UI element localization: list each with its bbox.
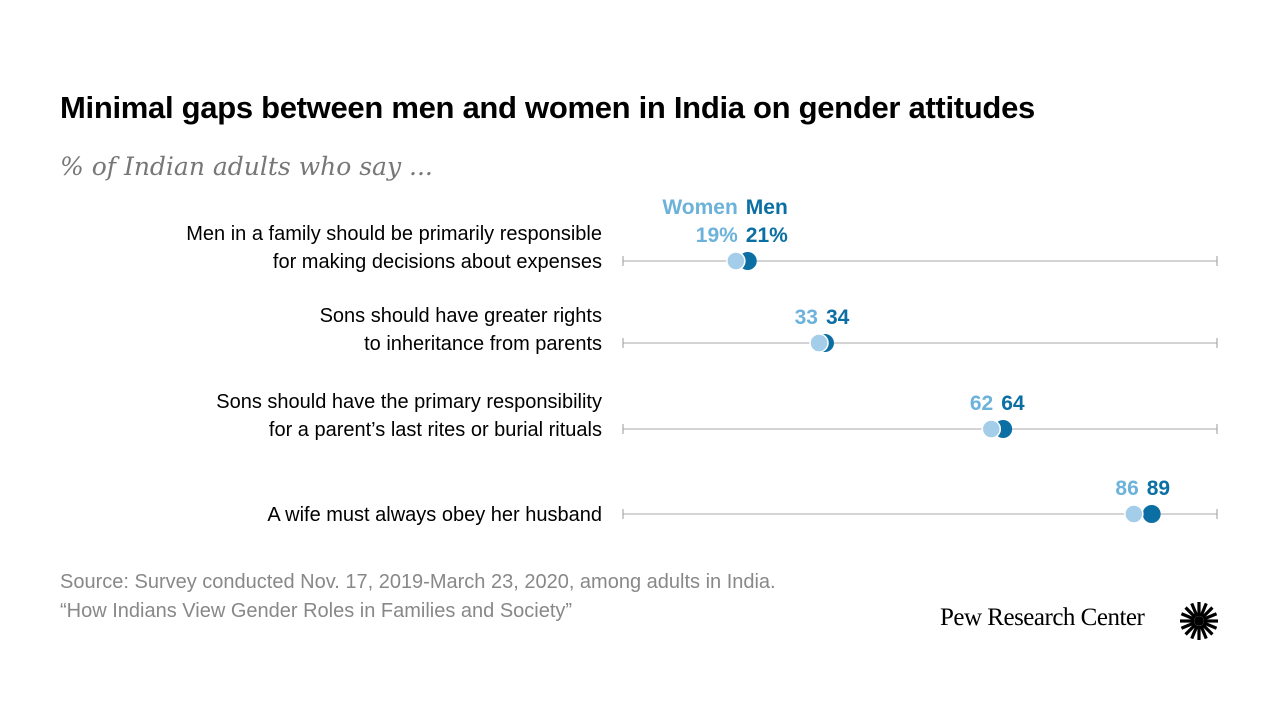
men-dot — [1142, 505, 1161, 523]
legend-women: Women — [662, 196, 737, 219]
women-value-label: 86 — [1115, 477, 1138, 500]
source-line: Source: Survey conducted Nov. 17, 2019-M… — [60, 571, 776, 593]
category-label: for making decisions about expenses — [273, 251, 602, 273]
logo-sunburst-icon — [1184, 606, 1197, 619]
chart-title: Minimal gaps between men and women in In… — [60, 90, 1035, 125]
category-label: to inheritance from parents — [364, 333, 602, 355]
women-dot — [809, 333, 829, 353]
pew-logo: Pew Research Center — [940, 604, 1145, 632]
women-dot — [726, 251, 746, 271]
legend-men: Men — [746, 196, 788, 219]
logo-sunburst-icon — [1201, 623, 1214, 636]
category-label: Men in a family should be primarily resp… — [186, 223, 602, 245]
women-dot — [981, 419, 1002, 439]
source-note: Source: Survey conducted Nov. 17, 2019-M… — [60, 568, 776, 626]
men-value-label: 64 — [1001, 392, 1025, 415]
logo-sunburst-icon — [1180, 621, 1195, 630]
logo-sunburst-icon — [1203, 612, 1218, 621]
women-dot — [1124, 504, 1144, 524]
logo-sunburst-icon — [1184, 623, 1197, 636]
men-value-label: 34 — [826, 306, 850, 329]
logo-sunburst-icon — [1194, 616, 1204, 626]
logo-sunburst-icon — [1190, 602, 1199, 617]
women-value-label: 19% — [696, 224, 738, 247]
category-label: Sons should have greater rights — [320, 305, 602, 327]
chart-subtitle: % of Indian adults who say ... — [60, 152, 433, 181]
women-value-label: 62 — [970, 392, 993, 415]
men-value-label: 89 — [1147, 477, 1170, 500]
category-label: for a parent’s last rites or burial ritu… — [269, 419, 602, 441]
category-label: Sons should have the primary responsibil… — [216, 391, 602, 413]
logo-sunburst-icon — [1190, 625, 1199, 640]
category-label: A wife must always obey her husband — [267, 504, 602, 526]
logo-sunburst-icon — [1199, 602, 1208, 617]
report-title-line: “How Indians View Gender Roles in Famili… — [60, 600, 573, 622]
women-value-label: 33 — [795, 306, 818, 329]
logo-sunburst-icon — [1203, 621, 1218, 630]
logo-sunburst-icon — [1201, 606, 1214, 619]
men-value-label: 21% — [746, 224, 788, 247]
logo-sunburst-icon — [1180, 612, 1195, 621]
logo-text: Pew Research Center — [940, 604, 1145, 631]
logo-sunburst-icon — [1199, 625, 1208, 640]
